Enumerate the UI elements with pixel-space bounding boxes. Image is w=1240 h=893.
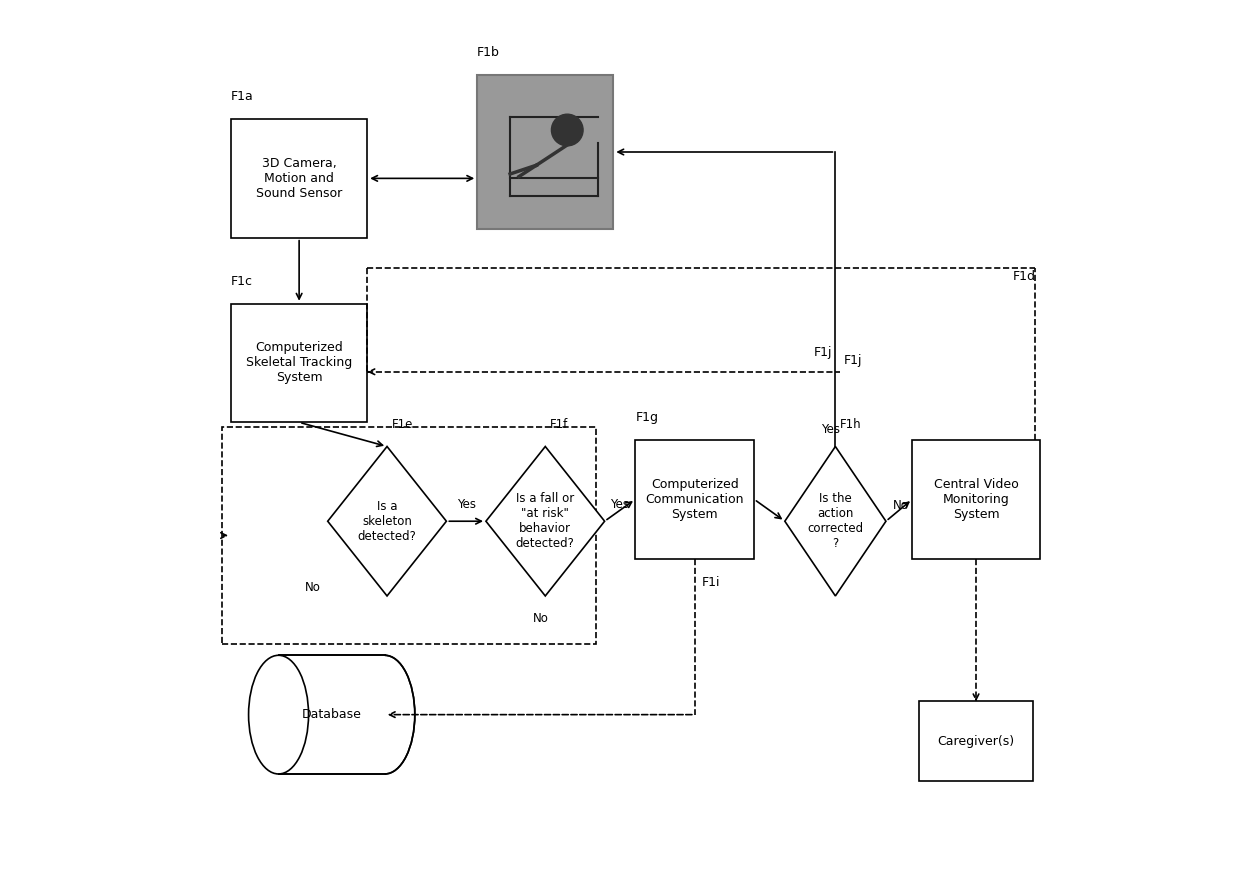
Bar	[913, 440, 1040, 559]
Text: Caregiver(s): Caregiver(s)	[937, 735, 1014, 747]
Text: Database: Database	[301, 708, 362, 722]
Text: No: No	[893, 499, 909, 513]
Text: No: No	[533, 612, 549, 625]
Text: F1e: F1e	[392, 418, 413, 430]
Bar	[231, 304, 367, 422]
Bar	[477, 75, 614, 229]
Bar	[919, 701, 1033, 780]
Circle shape	[552, 114, 583, 146]
Bar	[635, 440, 754, 559]
Text: Yes: Yes	[456, 497, 476, 511]
Text: Is a fall or
"at risk"
behavior
detected?: Is a fall or "at risk" behavior detected…	[516, 492, 574, 550]
Text: F1c: F1c	[231, 275, 253, 288]
Text: Is the
action
corrected
?: Is the action corrected ?	[807, 492, 863, 550]
Text: 3D Camera,
Motion and
Sound Sensor: 3D Camera, Motion and Sound Sensor	[255, 157, 342, 200]
Text: F1i: F1i	[702, 576, 720, 589]
Text: Computerized
Communication
System: Computerized Communication System	[646, 478, 744, 521]
Text: F1f: F1f	[549, 418, 568, 430]
Polygon shape	[327, 446, 446, 596]
Text: F1g: F1g	[635, 411, 658, 424]
Bar	[231, 119, 367, 238]
Text: F1j: F1j	[813, 346, 832, 359]
Text: F1b: F1b	[477, 46, 500, 59]
Text: F1h: F1h	[839, 418, 862, 430]
Text: Computerized
Skeletal Tracking
System: Computerized Skeletal Tracking System	[246, 341, 352, 385]
Text: No: No	[305, 580, 321, 594]
Text: F1a: F1a	[231, 90, 254, 104]
Polygon shape	[785, 446, 885, 596]
Polygon shape	[486, 446, 605, 596]
Text: Yes: Yes	[821, 423, 841, 436]
Text: Central Video
Monitoring
System: Central Video Monitoring System	[934, 478, 1018, 521]
Bar	[222, 427, 596, 645]
Text: Yes: Yes	[610, 497, 630, 511]
Bar	[279, 655, 384, 774]
Text: Is a
skeleton
detected?: Is a skeleton detected?	[357, 500, 417, 543]
Text: F1j: F1j	[844, 355, 863, 367]
Text: F1d: F1d	[1012, 271, 1035, 283]
Ellipse shape	[248, 655, 309, 774]
